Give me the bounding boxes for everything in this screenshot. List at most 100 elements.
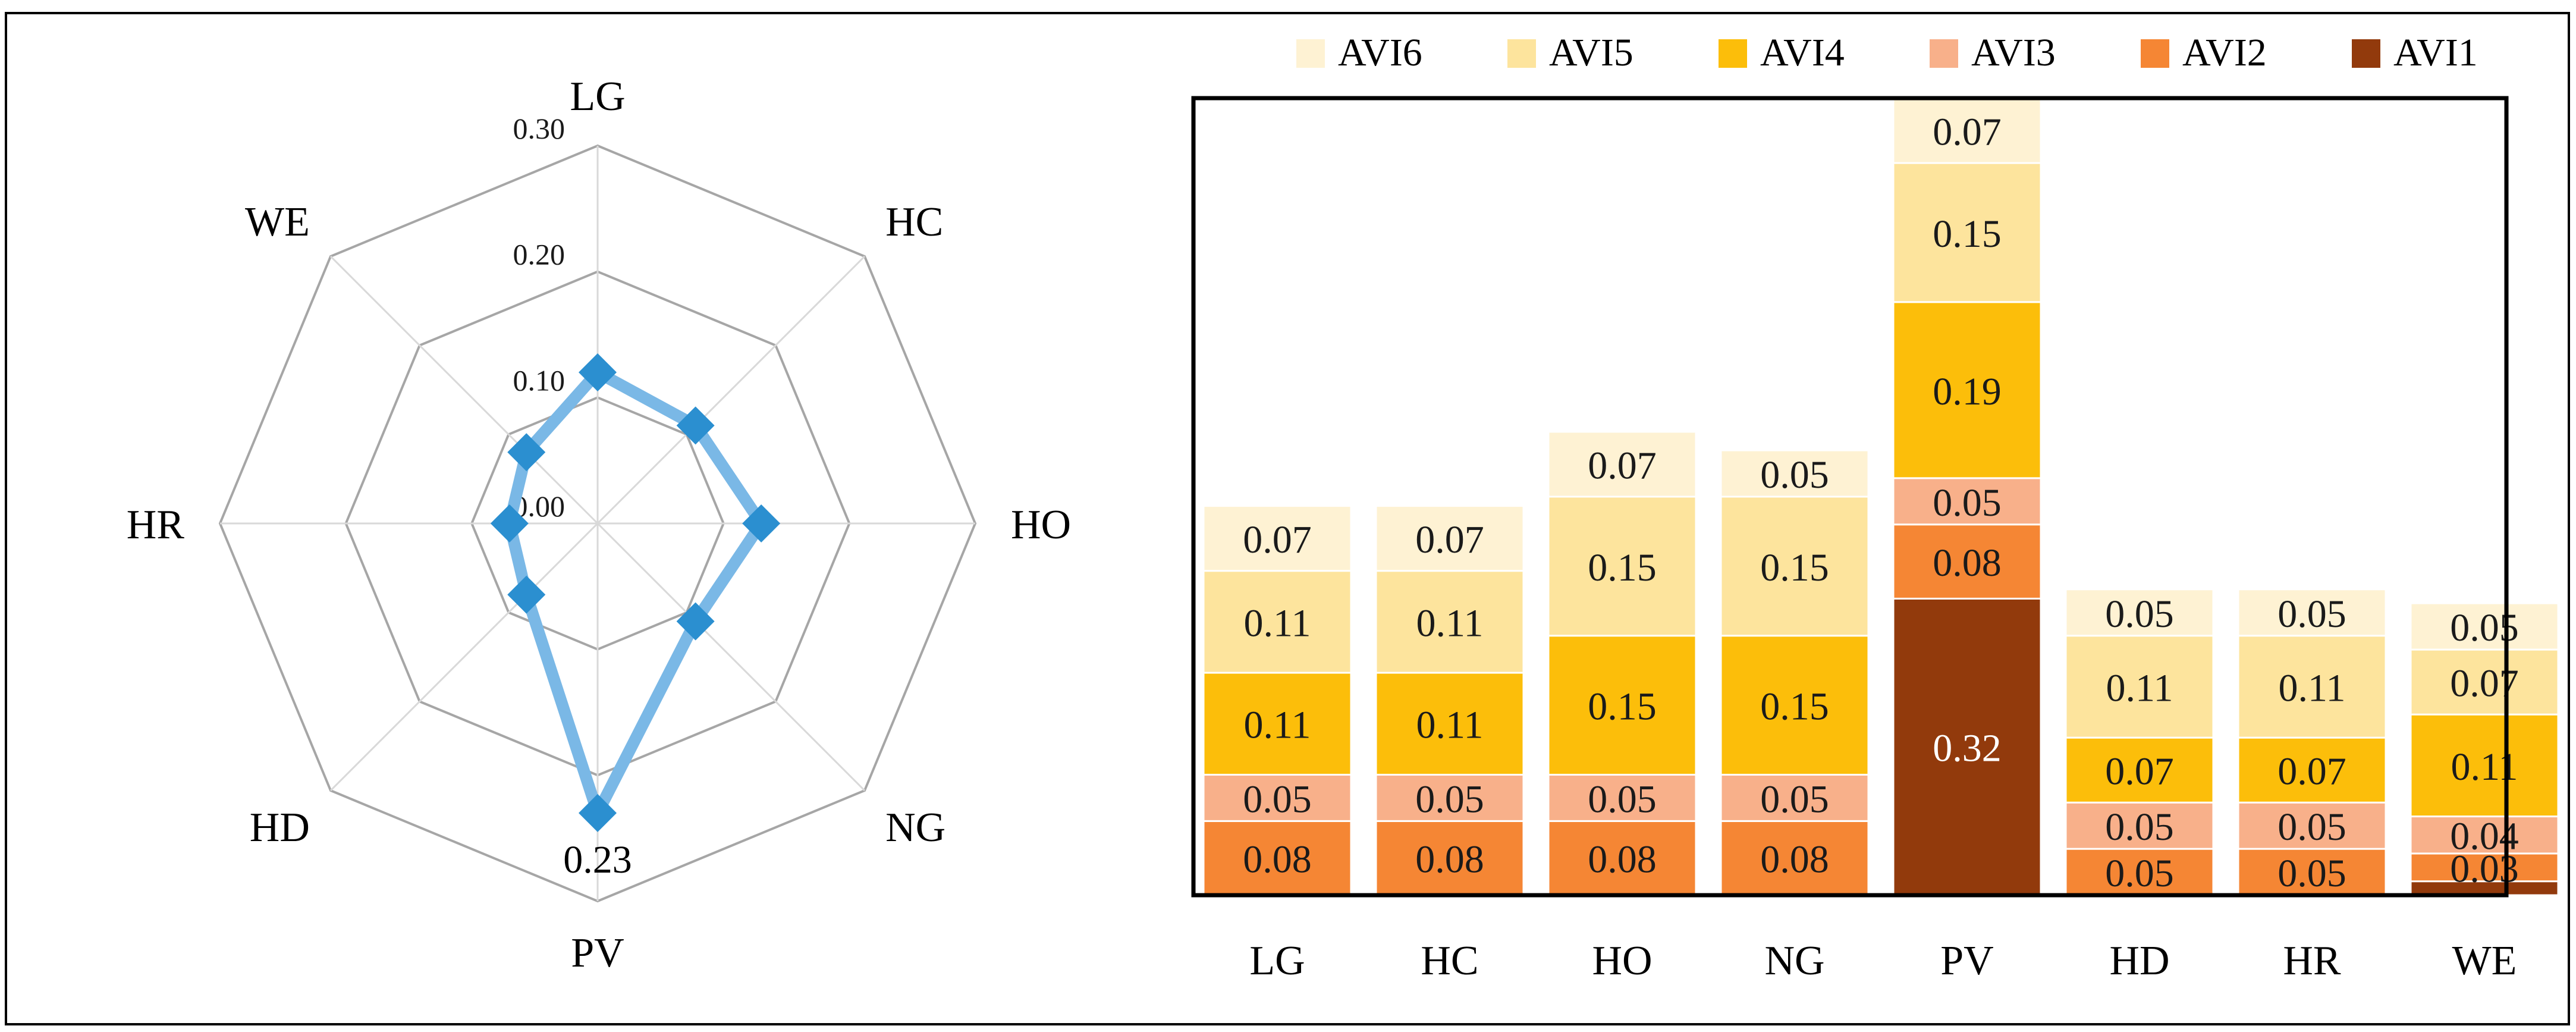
- bar-pv-avi6: [1892, 97, 2042, 164]
- legend-label-avi4: AVI4: [1760, 31, 1845, 74]
- radar-tick-labels: 0.000.100.200.30: [513, 112, 566, 523]
- bar-we-avi2: [2409, 852, 2559, 883]
- bar-label-pv-avi3: 0.05: [1933, 481, 2002, 525]
- bar-label-hd-avi3: 0.05: [2105, 805, 2174, 849]
- bar-label-pv-avi5: 0.15: [1933, 212, 2002, 256]
- radar-spoke: [329, 255, 599, 525]
- legend-swatch-avi3: [1930, 39, 1958, 68]
- bar-hr-avi4: [2237, 736, 2387, 804]
- radar-category-we: WE: [245, 199, 310, 245]
- bar-we-avi6: [2409, 602, 2559, 651]
- bar-label-pv-avi2: 0.08: [1933, 541, 2002, 585]
- radar-marker-ho: [742, 504, 781, 542]
- x-label-hc: HC: [1421, 938, 1478, 984]
- radar-marker-hr: [490, 504, 529, 542]
- radar-category-lg: LG: [570, 74, 625, 120]
- chart-legend: AVI6 AVI5 AVI4 AVI3 AVI2 AVI1: [1296, 31, 2478, 74]
- legend-swatch-avi5: [1507, 39, 1536, 68]
- radar-category-hr: HR: [127, 502, 185, 548]
- radar-marker-hd: [507, 575, 546, 614]
- bar-pv-avi4: [1892, 301, 2042, 479]
- bar-lg-avi6: [1202, 505, 1352, 572]
- bar-label-hr-avi4: 0.07: [2277, 750, 2346, 793]
- bar-pv-avi5: [1892, 162, 2042, 303]
- legend-label-avi2: AVI2: [2182, 31, 2267, 74]
- bar-ho-avi6: [1547, 431, 1697, 498]
- plot-area-border: [1191, 96, 2509, 898]
- bar-label-hr-avi2: 0.05: [2277, 852, 2346, 895]
- bar-label-lg-avi4: 0.11: [1243, 704, 1311, 747]
- bar-hd-avi5: [2065, 635, 2214, 739]
- bar-ng-avi4: [1720, 635, 1870, 776]
- bar-hc-avi4: [1375, 672, 1525, 776]
- radar-category-pv: PV: [571, 930, 624, 976]
- radar-spoke: [329, 522, 599, 792]
- bar-label-lg-avi3: 0.05: [1243, 777, 1312, 821]
- bar-label-pv-avi6: 0.07: [1933, 111, 2002, 154]
- bar-hd-avi3: [2065, 801, 2214, 850]
- bar-ng-avi5: [1720, 495, 1870, 637]
- legend-swatch-avi2: [2141, 39, 2169, 68]
- radar-category-ho: HO: [1011, 502, 1071, 548]
- x-label-ng: NG: [1764, 938, 1824, 984]
- legend-label-avi5: AVI5: [1549, 31, 1633, 74]
- radar-marker-ng: [676, 602, 715, 641]
- x-label-we: WE: [2452, 938, 2517, 984]
- bar-ho-avi4: [1547, 635, 1697, 776]
- bar-pv-avi1: [1892, 597, 2042, 896]
- bar-lg-avi3: [1202, 773, 1352, 822]
- bar-ng-avi6: [1720, 449, 1870, 498]
- bar-hr-avi6: [2237, 588, 2387, 637]
- radar-category-ng: NG: [885, 805, 945, 851]
- bar-label-hd-avi4: 0.07: [2105, 750, 2174, 793]
- bar-label-ng-avi6: 0.05: [1760, 453, 1829, 497]
- bar-label-ho-avi5: 0.15: [1588, 546, 1657, 589]
- radar-data-label: 0.23: [563, 838, 632, 882]
- bar-label-hc-avi5: 0.11: [1416, 601, 1483, 645]
- bar-we-avi4: [2409, 713, 2559, 818]
- x-label-hd: HD: [2109, 938, 2169, 984]
- radar-spoke: [596, 522, 866, 792]
- legend-swatch-avi6: [1296, 39, 1325, 68]
- bar-hd-avi4: [2065, 736, 2214, 804]
- bar-label-ng-avi5: 0.15: [1760, 546, 1829, 589]
- radar-category-labels: LG HC HO NG PV HD HR WE: [127, 74, 1071, 976]
- bar-label-ho-avi2: 0.08: [1588, 838, 1657, 882]
- radar-marker-pv: [579, 793, 617, 832]
- bar-label-hr-avi3: 0.05: [2277, 805, 2346, 849]
- x-axis-labels: LG HC HO NG PV HD HR WE: [1249, 938, 2517, 984]
- bar-label-hd-avi2: 0.05: [2105, 852, 2174, 895]
- radar-marker-hc: [676, 406, 715, 445]
- bar-ng-avi2: [1720, 820, 1870, 896]
- bar-we-avi5: [2409, 648, 2559, 716]
- radar-spoke: [596, 255, 866, 525]
- bar-label-ho-avi4: 0.15: [1588, 685, 1657, 729]
- radar-tick-label: 0.10: [513, 363, 566, 397]
- radar-grid: [218, 144, 977, 903]
- bar-label-hd-avi6: 0.05: [2105, 592, 2174, 636]
- bar-hc-avi6: [1375, 505, 1525, 572]
- bar-label-hc-avi3: 0.05: [1415, 777, 1484, 821]
- x-label-hr: HR: [2283, 938, 2341, 984]
- bar-label-lg-avi2: 0.08: [1243, 838, 1312, 882]
- bar-label-lg-avi5: 0.11: [1243, 601, 1311, 645]
- bar-label-ng-avi4: 0.15: [1760, 685, 1829, 729]
- bar-label-pv-avi1: 0.32: [1933, 727, 2002, 770]
- legend-label-avi1: AVI1: [2393, 31, 2478, 74]
- bar-label-hc-avi6: 0.07: [1415, 518, 1484, 562]
- bar-hr-avi5: [2237, 635, 2387, 739]
- bar-label-hc-avi4: 0.11: [1416, 704, 1483, 747]
- bar-label-hc-avi2: 0.08: [1415, 838, 1484, 882]
- bar-ho-avi5: [1547, 495, 1697, 637]
- bar-label-ng-avi3: 0.05: [1760, 777, 1829, 821]
- radar-data-labels: 0.23: [563, 838, 632, 882]
- radar-series: [490, 353, 781, 832]
- bar-hc-avi5: [1375, 570, 1525, 674]
- radar-tick-label: 0.20: [513, 238, 566, 271]
- x-label-lg: LG: [1249, 938, 1305, 984]
- radar-tick-label: 0.30: [513, 112, 566, 145]
- bar-segments: 0.08 0.05 0.11 0.11 0.07 0.08 0.05 0.11 0.11 0.07…: [1202, 97, 2559, 896]
- bar-label-ng-avi2: 0.08: [1760, 838, 1829, 882]
